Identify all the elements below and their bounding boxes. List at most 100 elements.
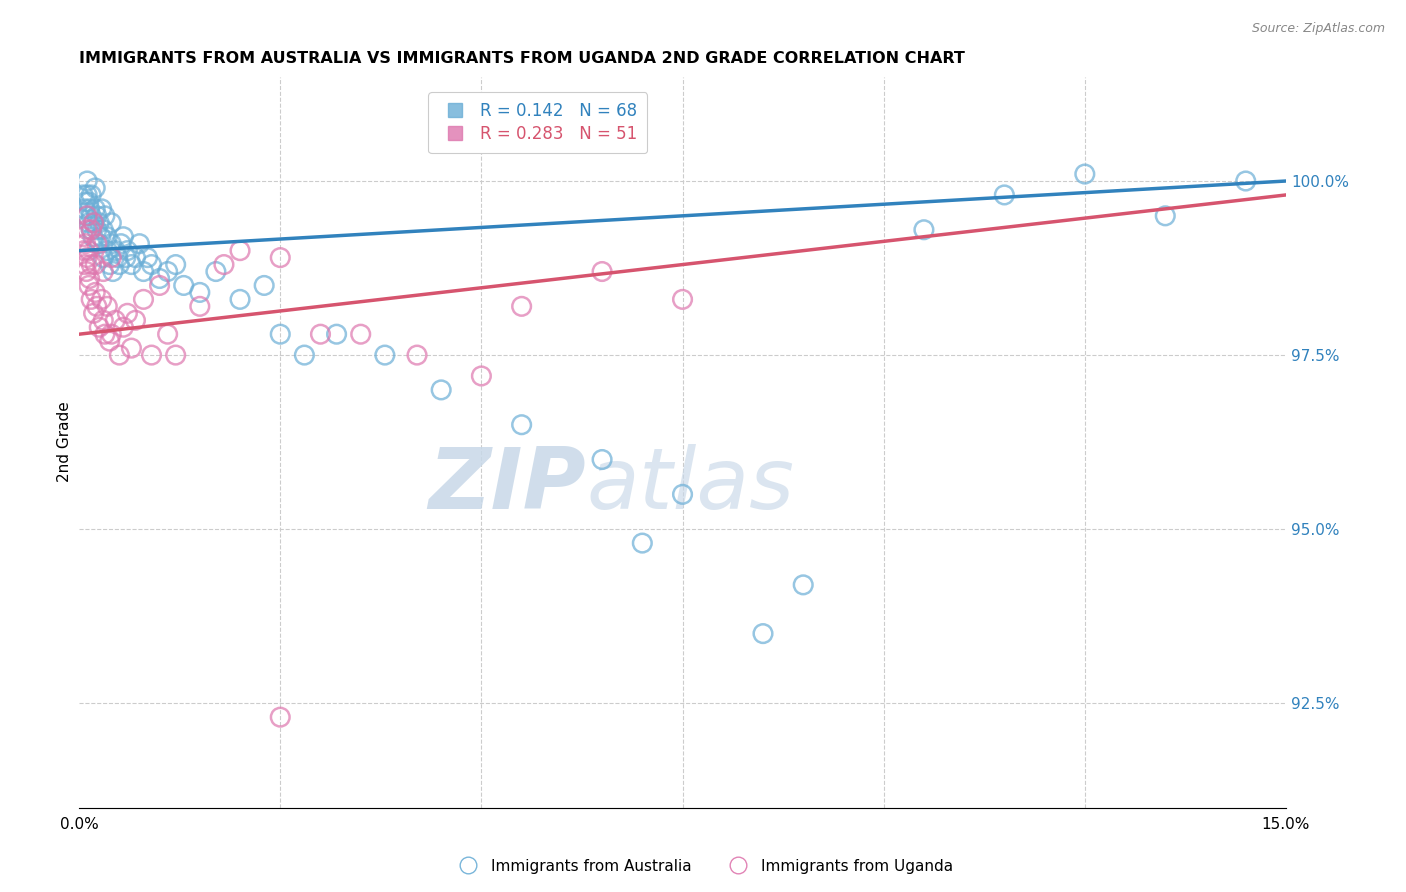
Point xyxy=(98,334,121,348)
Point xyxy=(269,327,291,342)
Point xyxy=(73,244,96,258)
Point xyxy=(120,341,142,355)
Point xyxy=(406,348,429,362)
Point xyxy=(73,202,96,216)
Point xyxy=(91,313,114,327)
Point xyxy=(96,244,118,258)
Point xyxy=(112,320,135,334)
Point xyxy=(89,320,111,334)
Point xyxy=(77,216,100,230)
Point xyxy=(96,229,118,244)
Point xyxy=(212,258,235,272)
Point xyxy=(96,299,118,313)
Point xyxy=(792,578,814,592)
Point xyxy=(91,264,114,278)
Point xyxy=(132,293,155,307)
Point xyxy=(72,188,94,202)
Point xyxy=(77,244,100,258)
Point xyxy=(993,188,1015,202)
Point xyxy=(84,258,107,272)
Legend: R = 0.142   N = 68, R = 0.283   N = 51: R = 0.142 N = 68, R = 0.283 N = 51 xyxy=(429,92,647,153)
Point xyxy=(84,285,107,300)
Point xyxy=(1154,209,1177,223)
Point xyxy=(1234,174,1257,188)
Point xyxy=(350,327,373,342)
Point xyxy=(86,299,108,313)
Point xyxy=(269,710,291,724)
Point xyxy=(141,258,163,272)
Point xyxy=(79,202,101,216)
Point xyxy=(80,293,103,307)
Point xyxy=(80,188,103,202)
Text: ZIP: ZIP xyxy=(429,444,586,527)
Point xyxy=(114,251,136,265)
Point xyxy=(94,209,117,223)
Point xyxy=(117,244,139,258)
Point xyxy=(136,251,159,265)
Point xyxy=(124,313,146,327)
Point xyxy=(132,264,155,278)
Text: Source: ZipAtlas.com: Source: ZipAtlas.com xyxy=(1251,22,1385,36)
Point xyxy=(75,236,97,251)
Legend: Immigrants from Australia, Immigrants from Uganda: Immigrants from Australia, Immigrants fr… xyxy=(447,853,959,880)
Point xyxy=(84,202,107,216)
Point xyxy=(141,348,163,362)
Point xyxy=(128,236,150,251)
Point xyxy=(83,306,105,320)
Point xyxy=(120,258,142,272)
Point xyxy=(591,264,613,278)
Point xyxy=(79,271,101,285)
Point xyxy=(76,223,98,237)
Text: atlas: atlas xyxy=(586,444,794,527)
Point xyxy=(165,258,187,272)
Point xyxy=(148,278,170,293)
Text: IMMIGRANTS FROM AUSTRALIA VS IMMIGRANTS FROM UGANDA 2ND GRADE CORRELATION CHART: IMMIGRANTS FROM AUSTRALIA VS IMMIGRANTS … xyxy=(79,51,965,66)
Point xyxy=(148,271,170,285)
Point xyxy=(510,299,533,313)
Point xyxy=(188,285,211,300)
Point xyxy=(90,202,112,216)
Point xyxy=(912,223,935,237)
Point xyxy=(100,327,122,342)
Point xyxy=(75,194,97,209)
Point xyxy=(124,251,146,265)
Point xyxy=(205,264,228,278)
Point xyxy=(80,258,103,272)
Point xyxy=(84,181,107,195)
Point xyxy=(82,229,104,244)
Point xyxy=(76,188,98,202)
Point xyxy=(83,216,105,230)
Point xyxy=(752,626,775,640)
Point xyxy=(108,348,131,362)
Point xyxy=(430,383,453,397)
Point xyxy=(470,368,492,383)
Point xyxy=(188,299,211,313)
Point xyxy=(671,293,693,307)
Point xyxy=(86,223,108,237)
Point xyxy=(73,258,96,272)
Point xyxy=(76,174,98,188)
Point xyxy=(75,264,97,278)
Point xyxy=(100,216,122,230)
Point xyxy=(374,348,396,362)
Point xyxy=(165,348,187,362)
Y-axis label: 2nd Grade: 2nd Grade xyxy=(58,401,72,483)
Point xyxy=(269,251,291,265)
Point xyxy=(100,236,122,251)
Point xyxy=(309,327,332,342)
Point xyxy=(117,306,139,320)
Point xyxy=(1074,167,1097,181)
Point xyxy=(90,293,112,307)
Point xyxy=(107,251,129,265)
Point xyxy=(253,278,276,293)
Point xyxy=(77,278,100,293)
Point xyxy=(76,251,98,265)
Point xyxy=(72,229,94,244)
Point xyxy=(80,209,103,223)
Point xyxy=(91,223,114,237)
Point xyxy=(325,327,347,342)
Point xyxy=(100,251,122,265)
Point xyxy=(91,251,114,265)
Point xyxy=(229,244,252,258)
Point xyxy=(80,223,103,237)
